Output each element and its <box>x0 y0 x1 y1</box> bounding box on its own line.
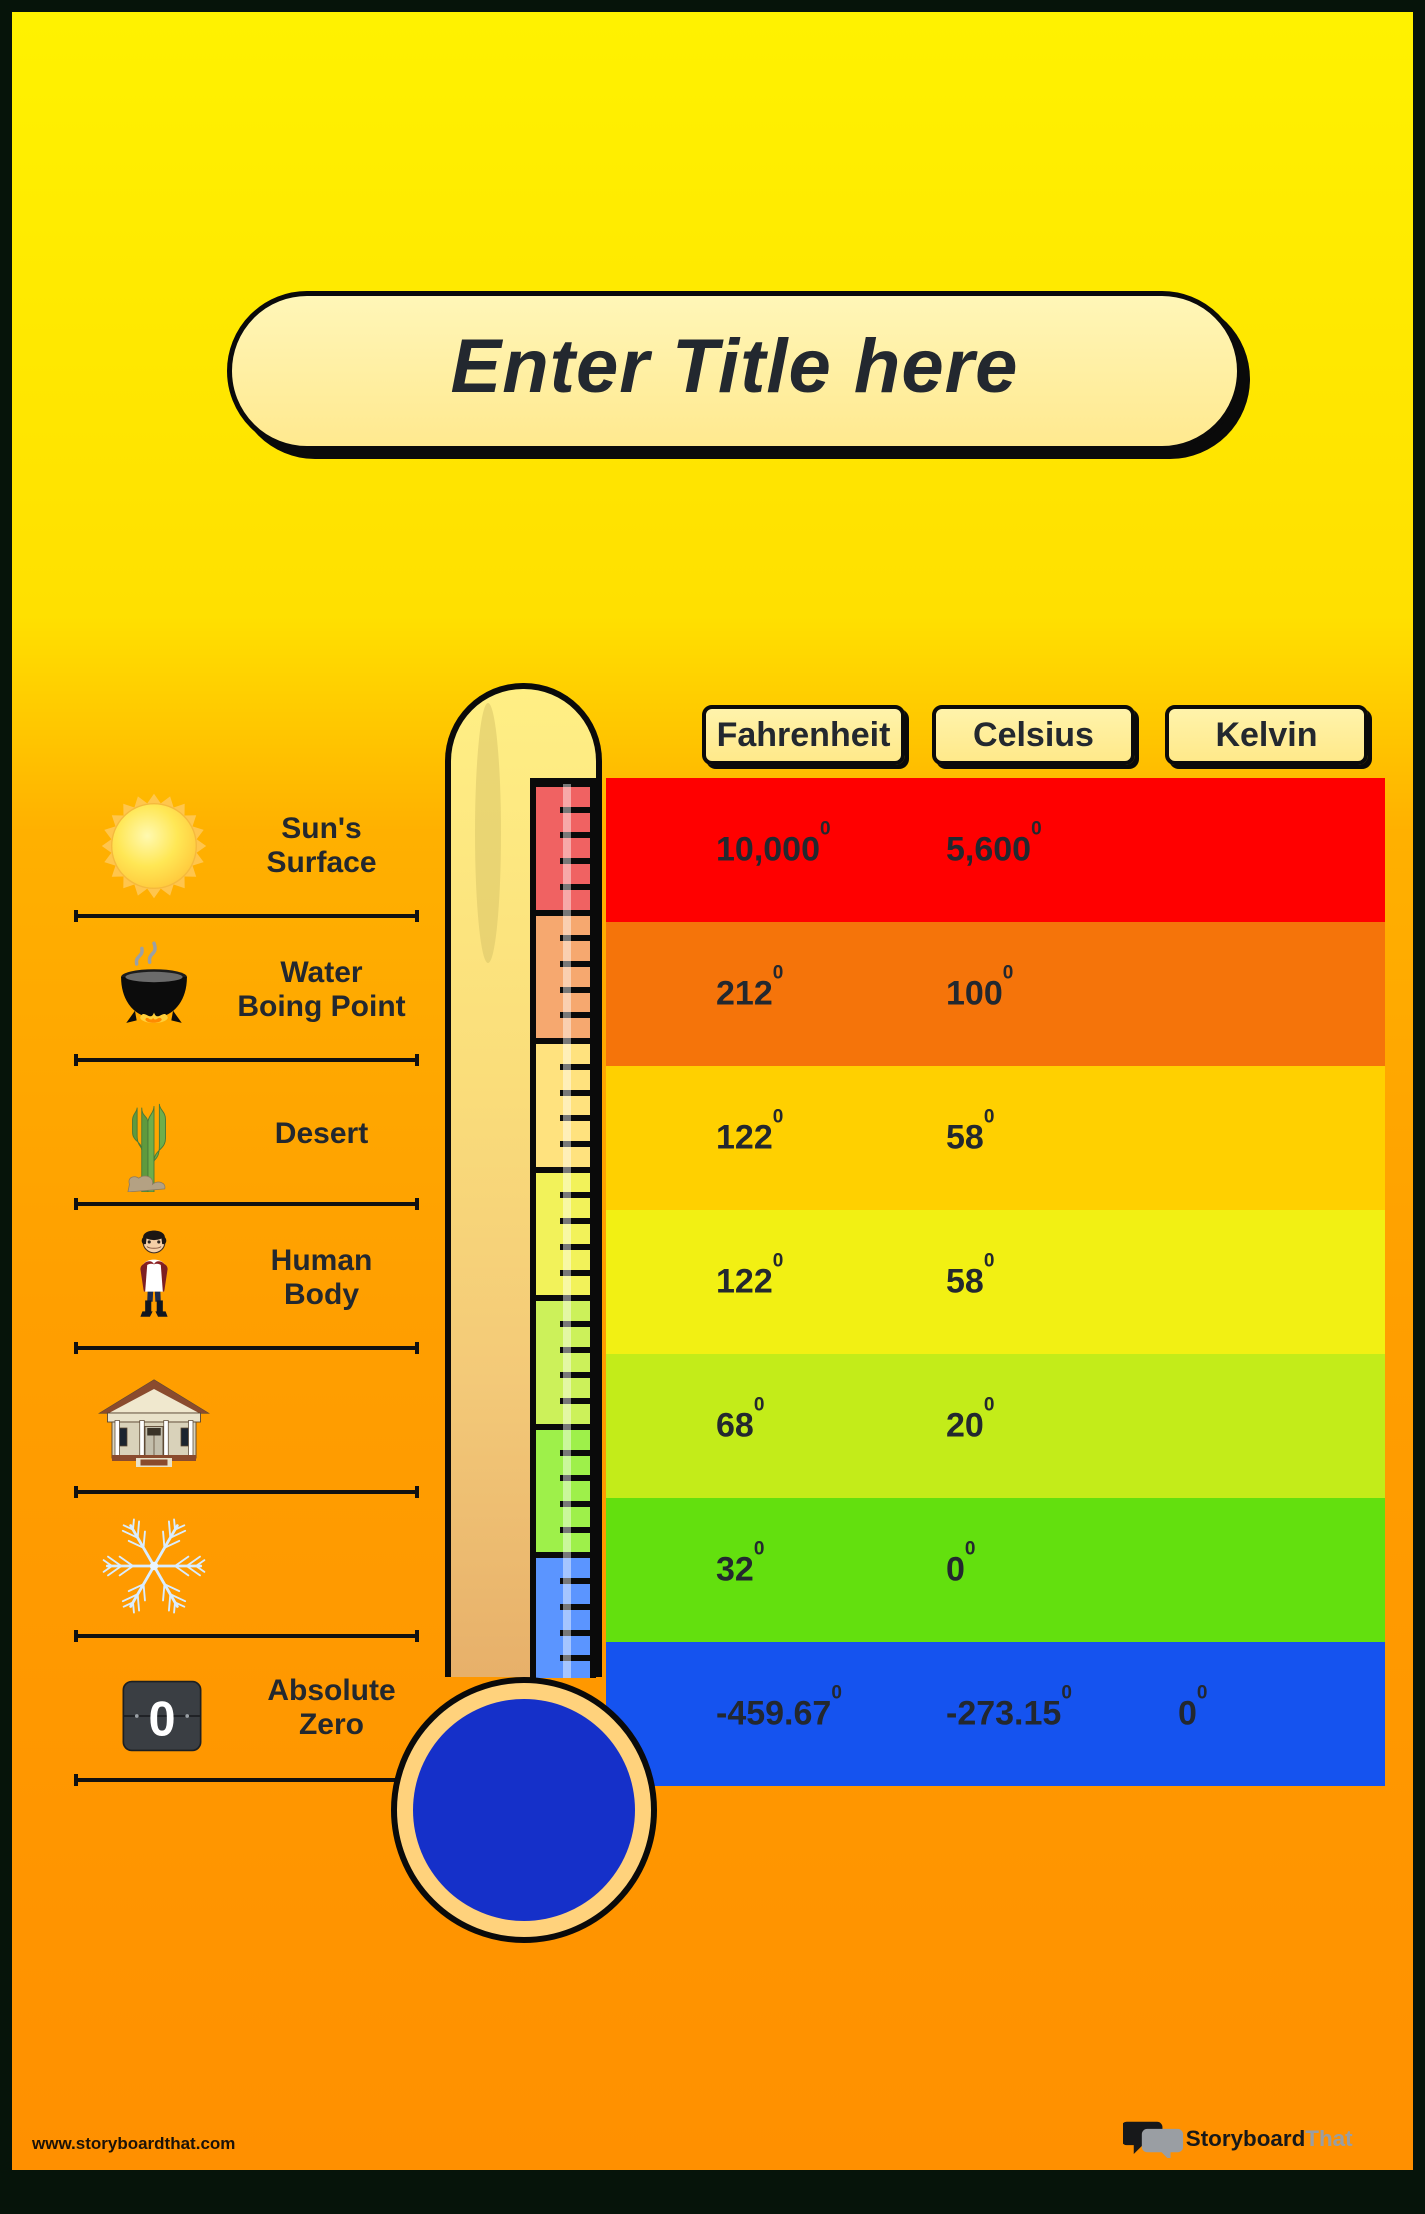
svg-text:StoryboardThat: StoryboardThat <box>1186 2126 1353 2151</box>
svg-text:0: 0 <box>148 1692 175 1746</box>
